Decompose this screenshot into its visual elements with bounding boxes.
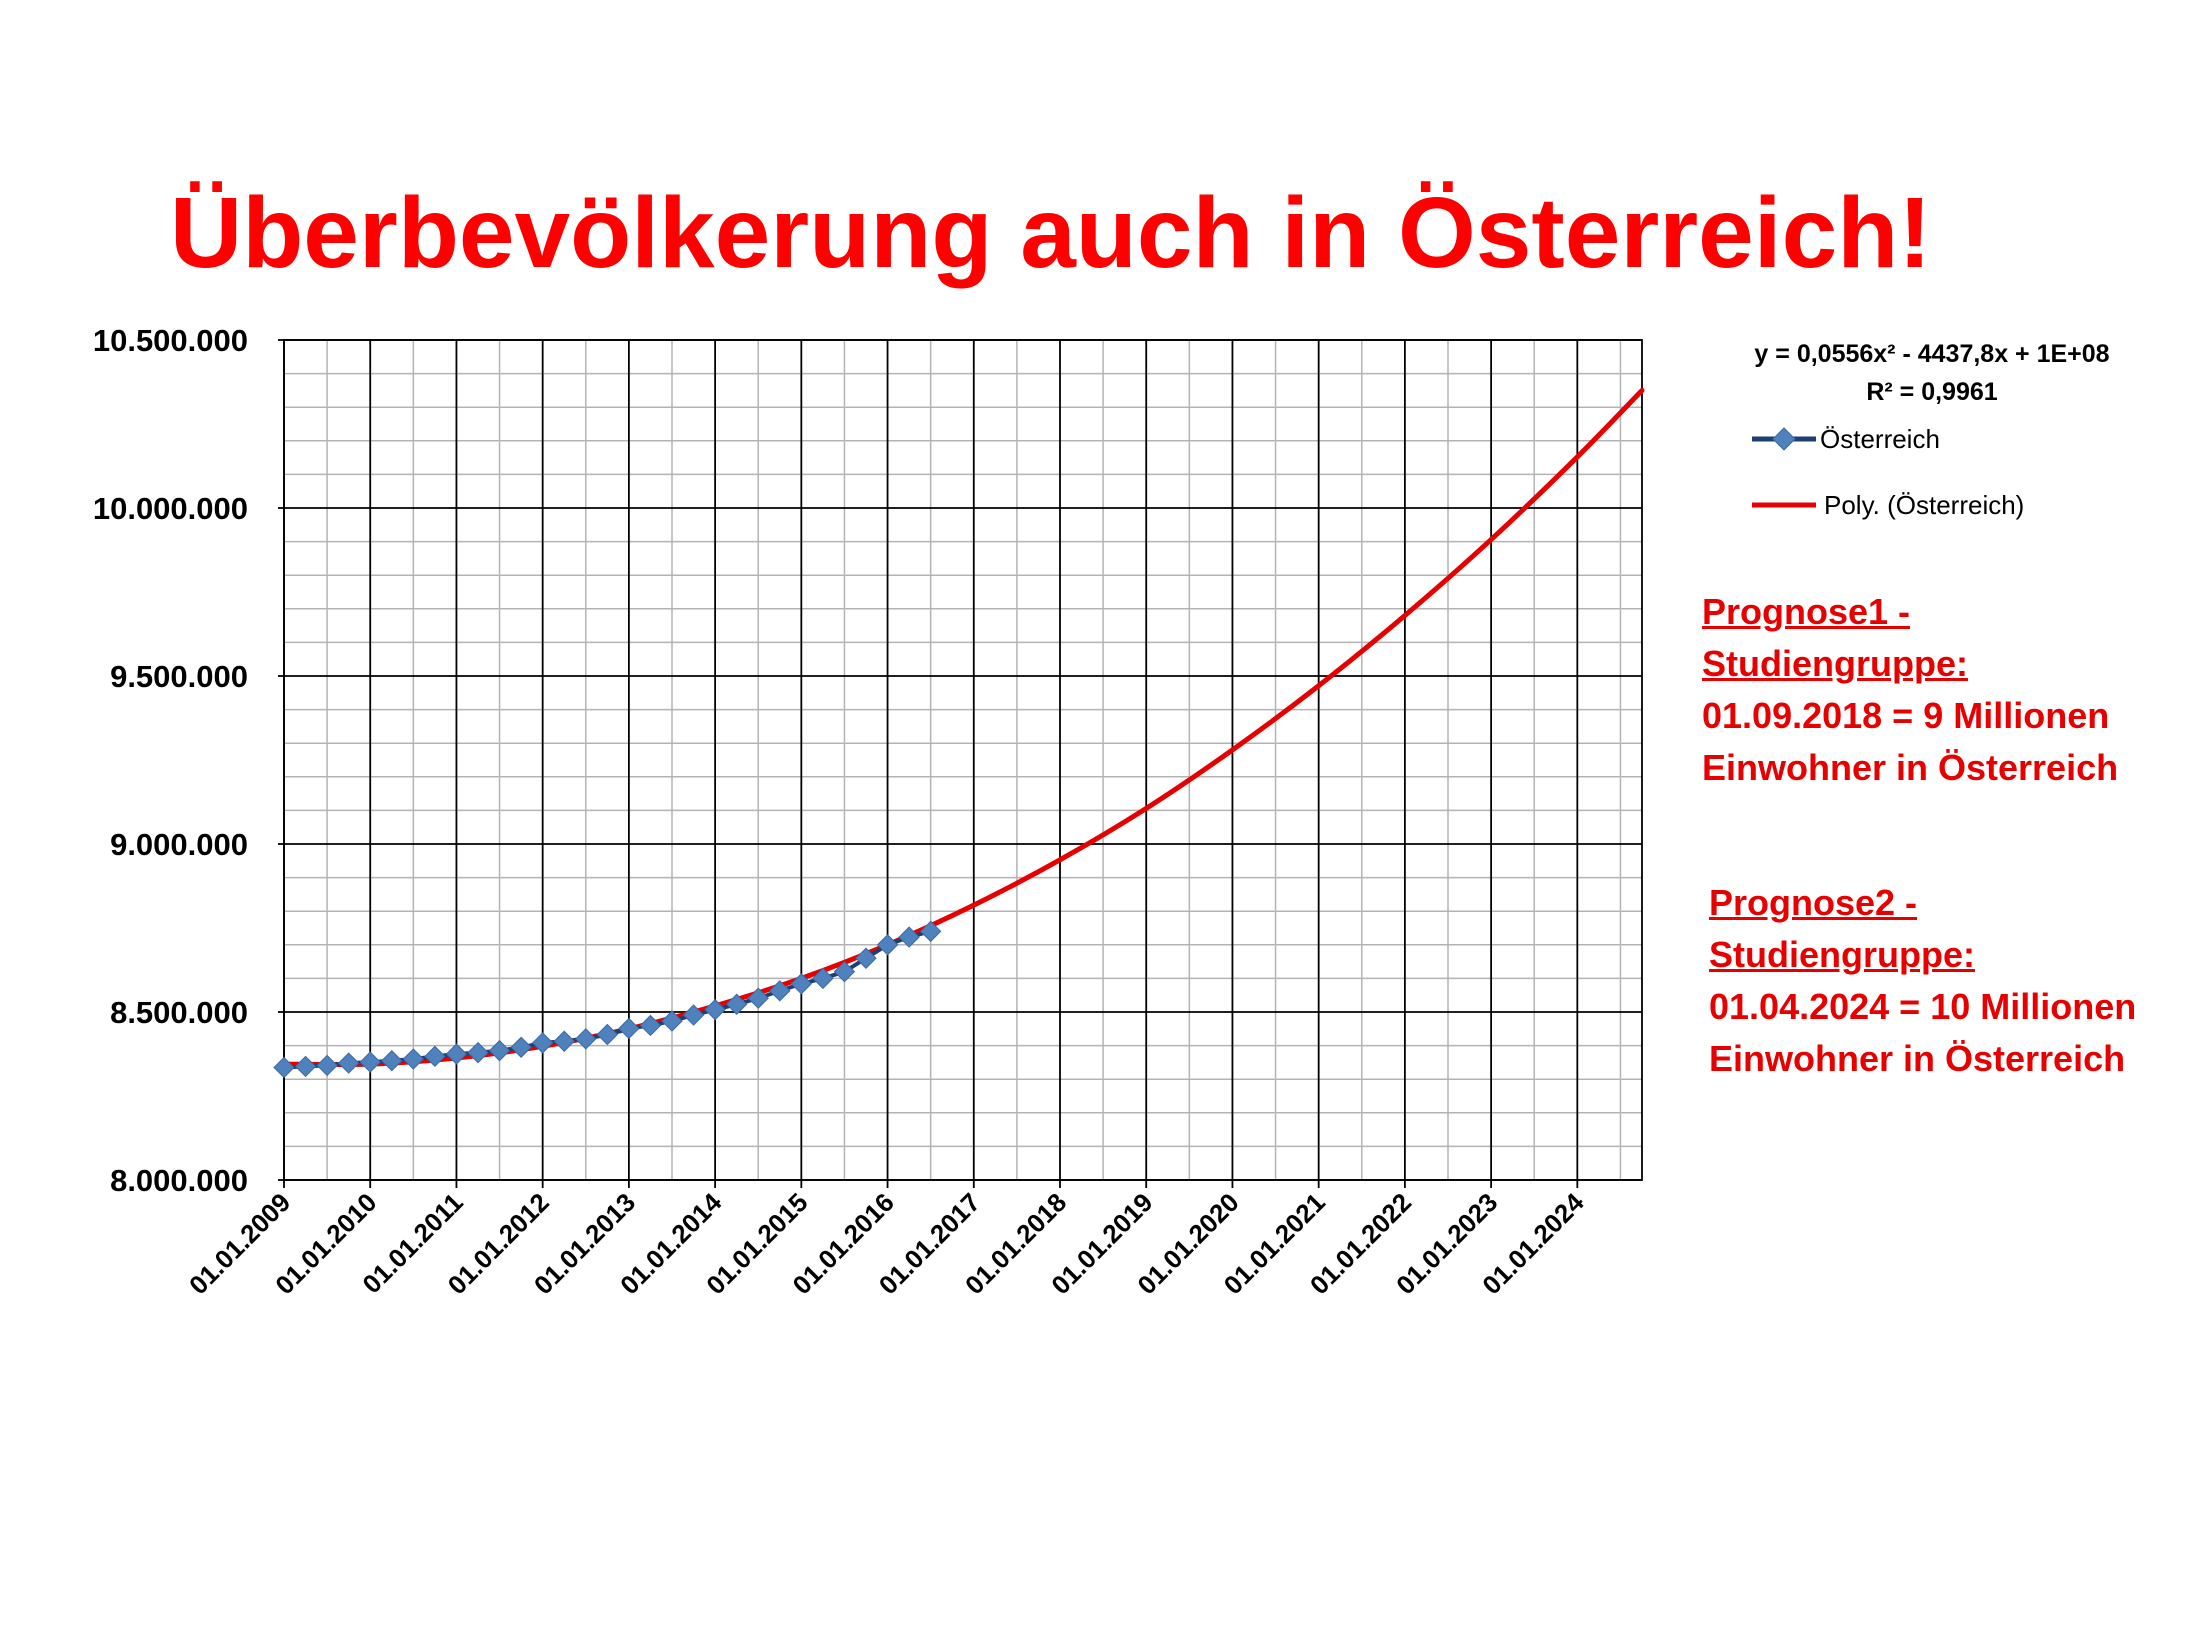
y-tick-label: 8.000.000 — [110, 1163, 248, 1198]
series-line-oesterreich — [283, 929, 932, 1070]
y-tick-label: 10.000.000 — [93, 491, 248, 526]
data-point-marker — [596, 1023, 619, 1046]
forecast-note-1-line-3: 01.09.2018 = 9 Millionen — [1702, 695, 2110, 736]
data-point-marker — [359, 1051, 381, 1073]
minor-grid — [284, 340, 1642, 1180]
data-point-marker — [337, 1052, 360, 1074]
forecast-note-1-line-2: Studiengruppe: — [1702, 643, 1968, 684]
forecast-note-2-line-1: Prognose2 - — [1709, 882, 1918, 923]
major-grid — [278, 339, 1643, 1188]
data-point-marker — [445, 1043, 468, 1065]
forecast-note-2-line-2: Studiengruppe: — [1709, 934, 1975, 975]
forecast-note-1: Prognose1 - Studiengruppe: 01.09.2018 = … — [1702, 586, 2118, 794]
data-point-marker — [639, 1014, 662, 1037]
data-point-marker — [381, 1050, 403, 1072]
forecast-note-1-line-4: Einwohner in Österreich — [1702, 747, 2119, 788]
legend-entry-series: Österreich — [1752, 424, 1940, 454]
trend-equation-line2: R² = 0,9961 — [1866, 378, 1997, 406]
data-point-marker — [531, 1032, 554, 1054]
legend: Österreich Poly. (Österreich) — [1752, 424, 2024, 520]
plot-border — [283, 339, 1643, 1181]
y-tick-label: 9.000.000 — [110, 827, 248, 862]
legend-trend-label: Poly. (Österreich) — [1824, 490, 2024, 520]
data-point-marker — [769, 980, 791, 1002]
legend-series-label: Österreich — [1820, 424, 1940, 454]
data-point-marker — [618, 1017, 640, 1040]
data-point-marker — [553, 1030, 575, 1052]
data-point-marker — [424, 1045, 446, 1068]
y-tick-label: 9.500.000 — [110, 659, 248, 694]
trend-equation-line1: y = 0,0556x² - 4437,8x + 1E+08 — [1754, 340, 2109, 368]
legend-series-marker — [1772, 427, 1796, 451]
forecast-note-2: Prognose2 - Studiengruppe: 01.04.2024 = … — [1709, 877, 2136, 1085]
series-layer — [273, 920, 942, 1079]
data-point-marker — [316, 1054, 338, 1077]
data-point-marker — [467, 1041, 489, 1064]
data-point-marker — [402, 1048, 425, 1070]
data-point-marker — [812, 967, 834, 990]
data-point-marker — [876, 934, 899, 956]
data-point-marker — [898, 926, 920, 948]
legend-entry-trend: Poly. (Österreich) — [1752, 490, 2024, 520]
y-tick-label: 8.500.000 — [110, 995, 248, 1030]
data-point-marker — [704, 998, 726, 1021]
chart-title: Überbevölkerung auch in Österreich! — [170, 177, 1932, 289]
data-point-marker — [725, 993, 748, 1015]
data-point-marker — [747, 987, 769, 1009]
data-point-marker — [919, 920, 942, 943]
data-point-marker — [833, 960, 856, 983]
trend-layer — [281, 387, 1645, 1068]
forecast-note-1-line-1: Prognose1 - — [1702, 591, 1911, 632]
data-point-marker — [510, 1036, 532, 1058]
data-point-marker — [575, 1028, 597, 1050]
x-axis-ticks: 01.01.200901.01.201001.01.201101.01.2012… — [183, 1187, 1590, 1301]
forecast-note-2-line-4: Einwohner in Österreich — [1709, 1038, 2126, 1079]
data-point-marker — [790, 973, 813, 995]
trend-equation: y = 0,0556x² - 4437,8x + 1E+08 R² = 0,99… — [1754, 340, 2109, 406]
data-point-marker — [855, 947, 877, 969]
data-point-marker — [661, 1010, 683, 1032]
data-point-marker — [488, 1039, 511, 1062]
y-axis-ticks: 8.000.000 8.500.000 9.000.000 9.500.000 10.0… — [93, 323, 248, 1198]
trend-line — [281, 387, 1645, 1068]
forecast-note-2-line-3: 01.04.2024 = 10 Millionen — [1709, 986, 2137, 1027]
data-point-marker — [682, 1004, 705, 1026]
data-point-marker — [294, 1055, 317, 1078]
data-point-marker — [273, 1056, 295, 1079]
y-tick-label: 10.500.000 — [93, 323, 248, 358]
